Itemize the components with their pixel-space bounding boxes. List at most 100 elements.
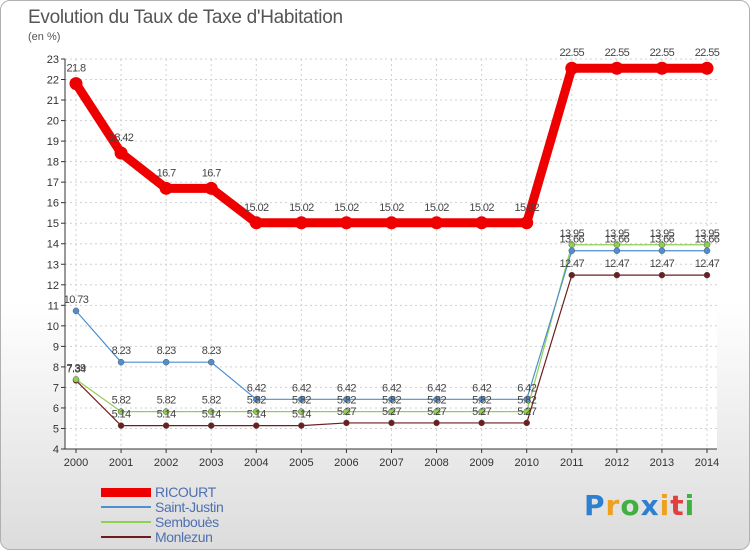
- data-label: 13.95: [605, 228, 630, 240]
- y-tick-label: 20: [47, 116, 59, 128]
- data-point: [114, 146, 128, 160]
- data-label: 6.42: [382, 382, 401, 394]
- data-point: [343, 396, 350, 403]
- data-point: [204, 181, 218, 195]
- legend-swatch: [101, 487, 151, 497]
- data-label: 6.42: [472, 382, 491, 394]
- data-label: 22.55: [560, 47, 585, 59]
- y-tick-label: 21: [47, 95, 59, 107]
- data-point: [610, 61, 624, 75]
- y-tick-label: 17: [47, 177, 59, 189]
- x-tick-label: 2013: [650, 457, 674, 469]
- data-point: [249, 216, 263, 230]
- data-point: [253, 422, 260, 429]
- data-label: 22.55: [650, 47, 675, 59]
- x-tick-label: 2011: [560, 457, 584, 469]
- data-label: 21.8: [66, 63, 85, 75]
- data-point: [298, 396, 305, 403]
- data-label: 15.02: [469, 202, 494, 214]
- data-label: 5.82: [112, 395, 131, 407]
- data-point: [655, 61, 669, 75]
- x-tick-label: 2004: [244, 457, 268, 469]
- y-tick-label: 15: [47, 218, 59, 230]
- x-tick-label: 2000: [64, 457, 88, 469]
- x-tick-label: 2010: [514, 457, 538, 469]
- data-point: [162, 358, 170, 366]
- data-label: 5.82: [517, 395, 536, 407]
- data-label: 8.23: [157, 345, 176, 357]
- data-point: [117, 358, 125, 366]
- data-label: 13.66: [650, 234, 675, 246]
- data-label: 5.82: [472, 395, 491, 407]
- data-point: [523, 419, 530, 427]
- data-point: [388, 419, 395, 427]
- data-label: 5.14: [292, 409, 311, 421]
- data-label: 13.66: [695, 234, 720, 246]
- data-label: 22.55: [695, 47, 720, 59]
- data-point: [159, 181, 173, 195]
- y-tick-label: 13: [47, 259, 59, 271]
- data-label: 12.47: [560, 258, 585, 270]
- brand-letter: r: [605, 489, 621, 522]
- x-tick-label: 2012: [605, 457, 629, 469]
- x-tick-label: 2002: [154, 457, 178, 469]
- data-point: [69, 77, 83, 91]
- data-label: 5.82: [247, 395, 266, 407]
- brand-logo: Proxiti: [584, 489, 695, 522]
- data-point: [523, 408, 530, 415]
- y-tick-label: 6: [53, 403, 59, 415]
- brand-letter: i: [684, 489, 696, 522]
- x-tick-label: 2006: [334, 457, 358, 469]
- data-point: [475, 216, 489, 230]
- data-label: 12.47: [650, 258, 675, 270]
- data-point: [339, 216, 353, 230]
- legend-label: Saint-Justin: [155, 499, 224, 515]
- data-label: 5.27: [472, 406, 491, 418]
- data-point: [658, 271, 666, 279]
- data-point: [298, 422, 305, 429]
- data-label: 13.95: [650, 228, 675, 240]
- data-label: 13.95: [560, 228, 585, 240]
- chart-subtitle: (en %): [28, 31, 61, 43]
- data-label: 15.02: [424, 202, 449, 214]
- data-point: [385, 216, 398, 230]
- data-point: [433, 408, 440, 415]
- data-point: [568, 271, 576, 279]
- data-point: [207, 408, 215, 415]
- y-tick-label: 16: [47, 198, 59, 210]
- data-point: [523, 396, 530, 403]
- data-label: 5.27: [382, 406, 401, 418]
- y-tick-label: 8: [53, 362, 59, 374]
- data-label: 13.66: [560, 234, 585, 246]
- data-label: 5.82: [382, 395, 401, 407]
- y-tick-label: 23: [47, 54, 59, 66]
- data-label: 12.47: [605, 258, 630, 270]
- data-point: [207, 358, 215, 366]
- data-label: 5.27: [337, 406, 356, 418]
- data-point: [253, 396, 260, 403]
- x-tick-label: 2007: [379, 457, 403, 469]
- data-label: 5.14: [112, 409, 131, 421]
- data-label: 6.42: [337, 382, 356, 394]
- data-point: [343, 419, 350, 427]
- legend-swatch: [101, 506, 151, 508]
- data-label: 12.47: [695, 258, 720, 270]
- data-label: 8.23: [112, 345, 131, 357]
- data-label: 6.42: [292, 382, 311, 394]
- x-tick-label: 2005: [289, 457, 313, 469]
- data-label: 15.02: [289, 202, 314, 214]
- data-point: [117, 408, 125, 415]
- data-label: 18.42: [109, 132, 134, 144]
- data-point: [478, 419, 485, 427]
- data-label: 8.23: [202, 345, 221, 357]
- brand-letter: x: [640, 489, 660, 522]
- y-tick-label: 19: [47, 136, 59, 148]
- y-tick-label: 10: [47, 321, 59, 333]
- data-label: 6.42: [427, 382, 446, 394]
- x-tick-label: 2001: [109, 457, 133, 469]
- y-tick-label: 22: [47, 75, 59, 87]
- data-label: 5.82: [292, 395, 311, 407]
- data-point: [117, 422, 125, 429]
